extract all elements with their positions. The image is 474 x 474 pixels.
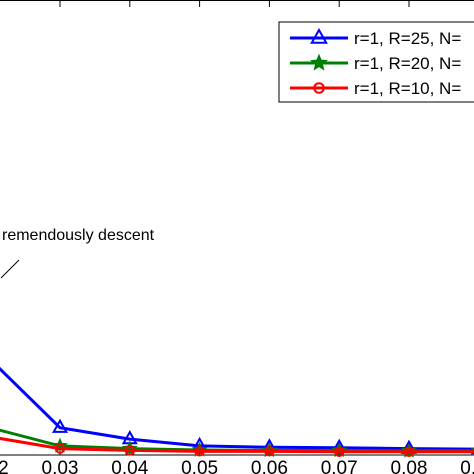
legend-label: r=1, R=20, N=	[354, 54, 461, 73]
legend-entry: r=1, R=20, N=	[290, 53, 461, 73]
circle-marker	[54, 443, 66, 454]
annotation: remendously descent	[0, 227, 155, 279]
series-layer	[0, 366, 474, 458]
x-tick-label: 0.08	[391, 458, 428, 474]
annotation-text: remendously descent	[2, 227, 155, 244]
circle-marker	[124, 445, 136, 456]
legend-label: r=1, R=25, N=	[354, 29, 461, 48]
circle-marker	[334, 446, 345, 458]
legend-entry: r=1, R=25, N=	[290, 27, 461, 48]
x-tick-label: 0.03	[42, 458, 79, 474]
x-tick-label: 0.02	[0, 458, 9, 474]
x-tick-label: 0.04	[111, 458, 148, 474]
circle-marker	[194, 446, 205, 457]
series-3	[0, 436, 474, 458]
triangle-marker	[51, 418, 69, 433]
legend-entry: r=1, R=10, N=	[290, 79, 461, 98]
triangle-marker	[310, 27, 328, 44]
circle-marker	[403, 446, 415, 458]
x-tick-label: 0.06	[251, 458, 288, 474]
circle-marker	[264, 446, 275, 457]
legend-label: r=1, R=10, N=	[354, 79, 461, 98]
x-tick-label: 0.09	[460, 458, 474, 474]
circle-marker	[313, 82, 325, 94]
series-line	[0, 436, 474, 454]
annotation-arrow	[0, 259, 20, 279]
star-marker	[310, 53, 328, 71]
x-tick-label: 0.05	[181, 458, 218, 474]
x-tick-label: 0.07	[321, 458, 358, 474]
legend: r=1, R=25, N= r=1, R=20, N= r=1, R=10, N=	[278, 21, 474, 103]
series-line	[0, 366, 474, 451]
